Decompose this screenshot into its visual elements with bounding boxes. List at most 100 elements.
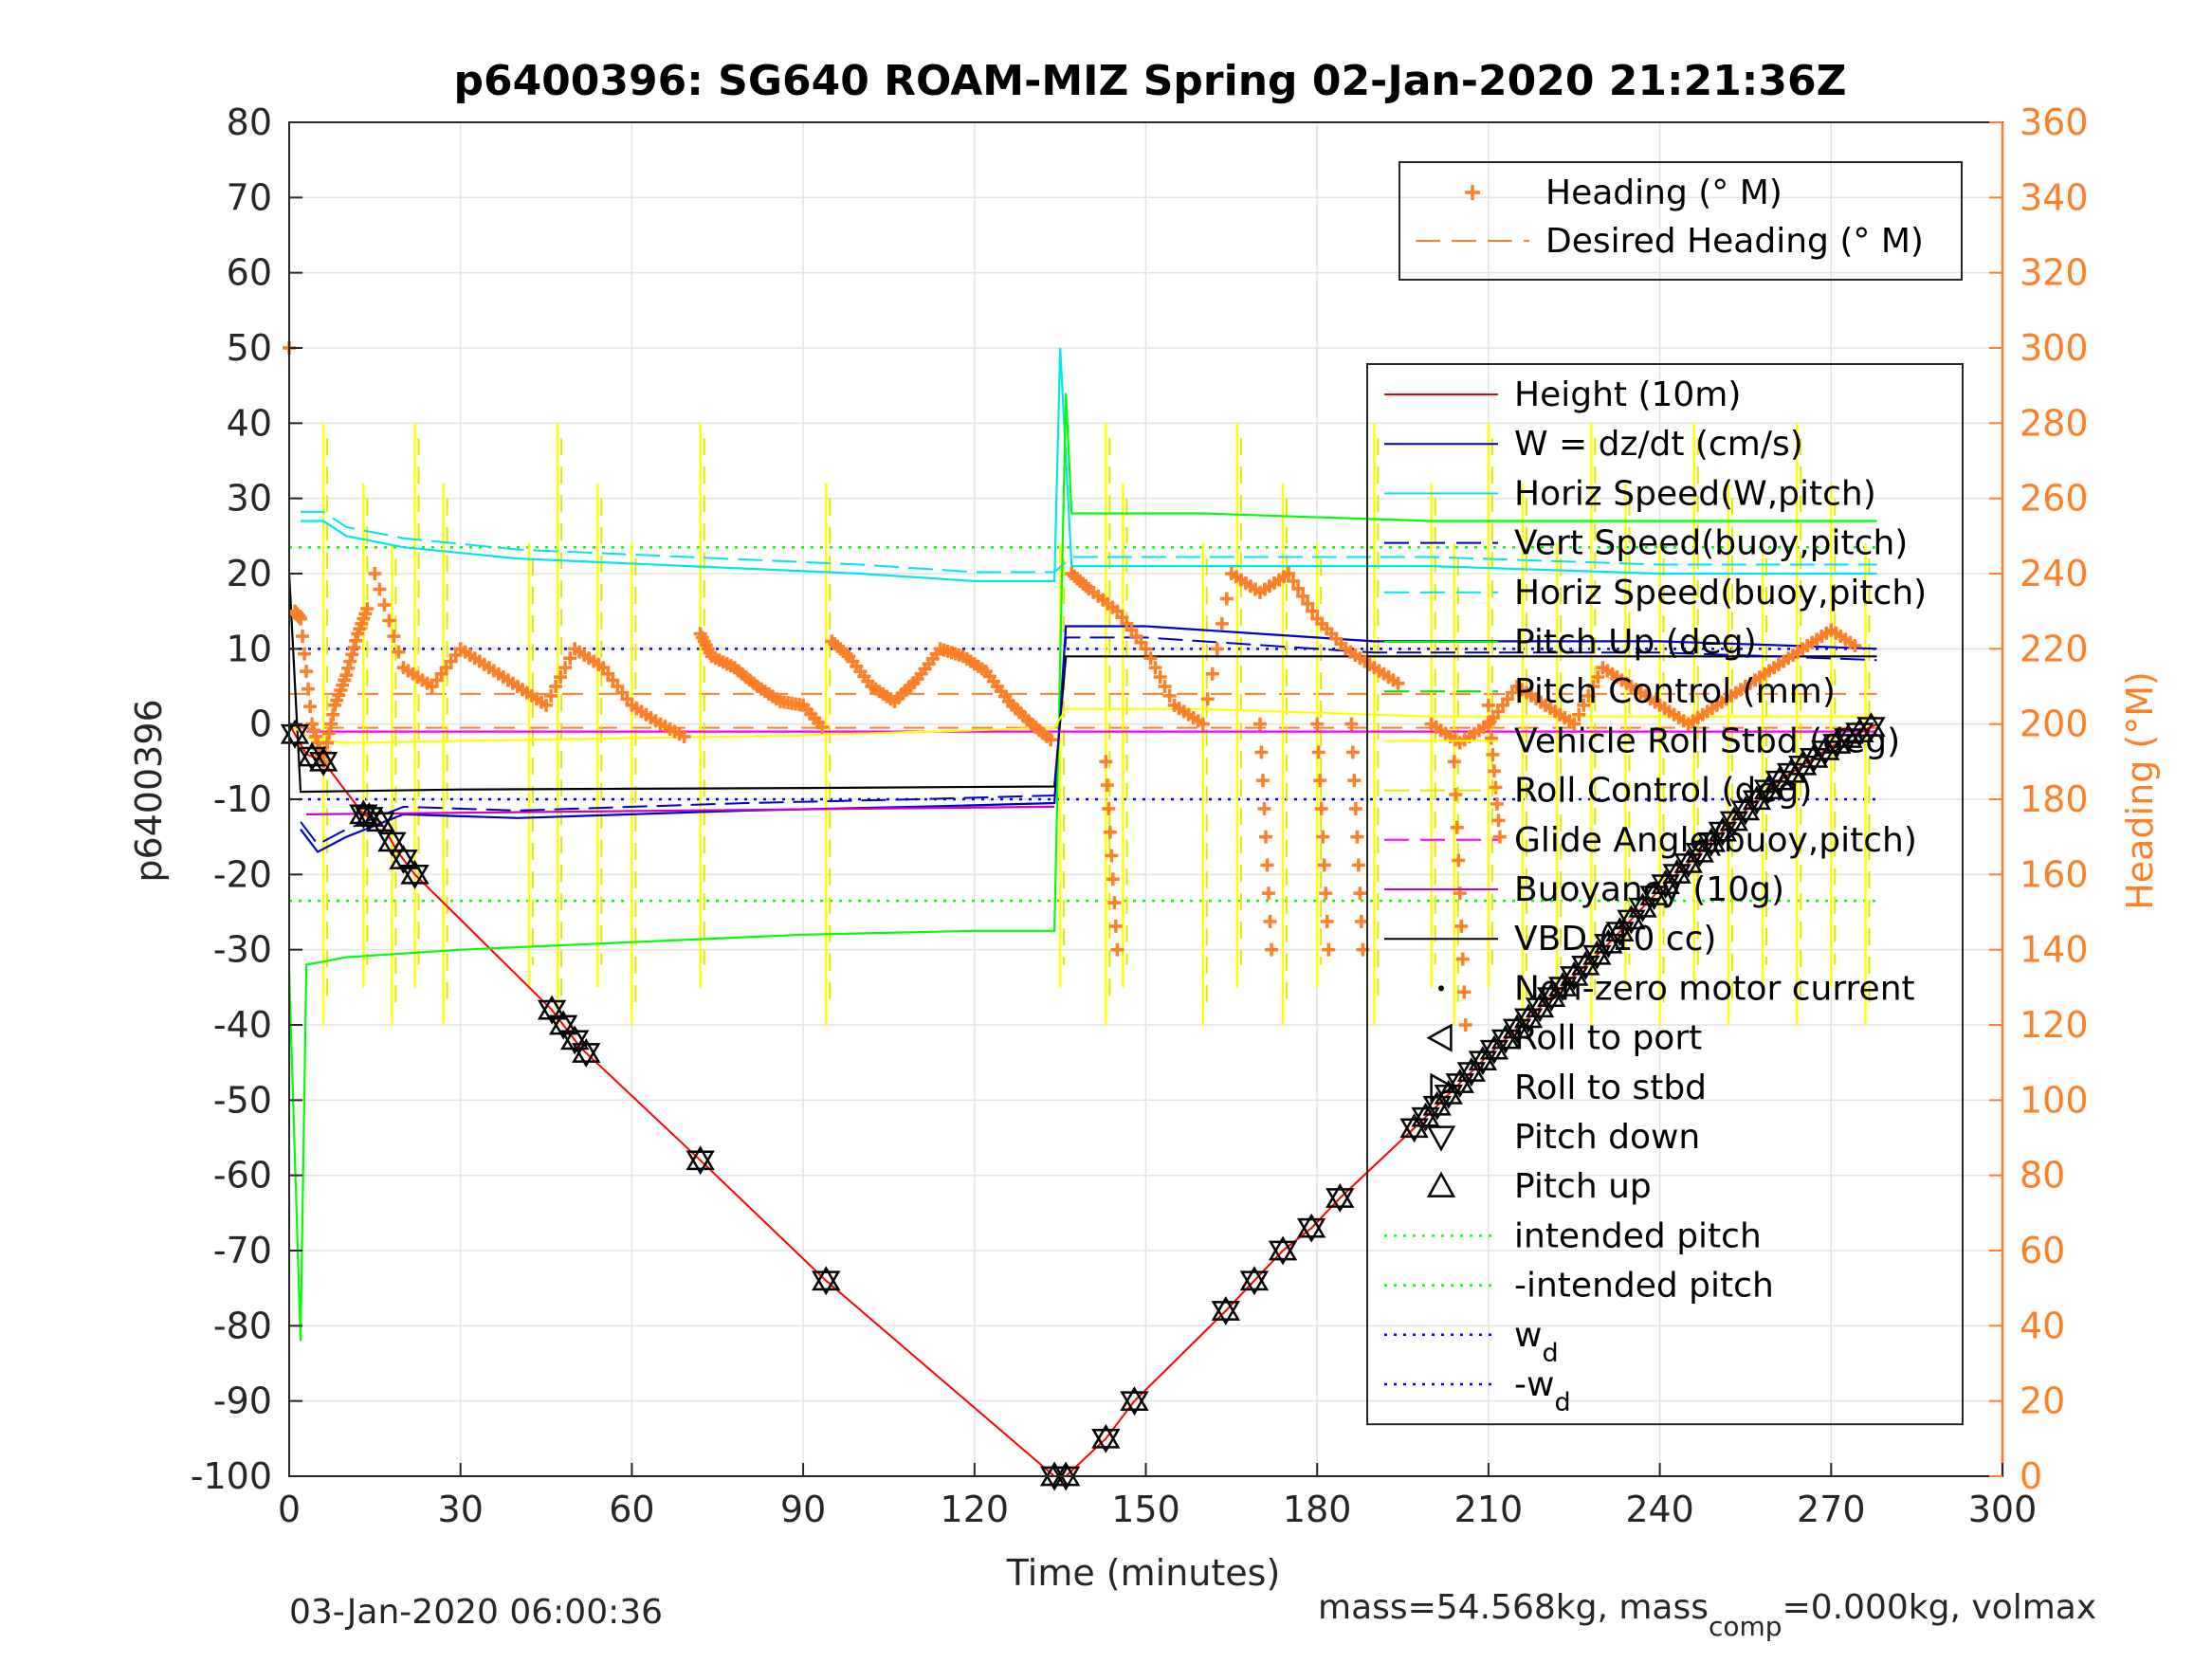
legend-swatch: [1438, 985, 1444, 992]
x-tick-label: 150: [1111, 1489, 1180, 1530]
y-tick-label: -80: [213, 1305, 272, 1346]
legend-label: Glide Angle(buoy,pitch): [1514, 821, 1917, 860]
heading-point: [1490, 796, 1504, 811]
y2-tick-label: 180: [2020, 778, 2089, 820]
motor-marker: [1211, 1296, 1241, 1325]
heading-point: [1108, 919, 1123, 933]
pitch-down-marker: [1662, 864, 1691, 889]
heading-point: [309, 729, 323, 743]
pitch-down-marker: [1536, 987, 1566, 1013]
motor-marker: [1268, 1235, 1298, 1266]
heading-point: [1449, 788, 1463, 802]
legend-label: Roll to stbd: [1514, 1069, 1707, 1107]
y2-tick-label: 340: [2020, 176, 2089, 218]
heading-point: [1316, 830, 1330, 844]
y2-tick-label: 280: [2020, 402, 2089, 444]
pitch-down-marker: [1571, 955, 1600, 980]
pitch-down-marker: [1211, 1301, 1241, 1325]
heading-point: [1044, 733, 1058, 747]
heading-point: [1143, 651, 1158, 666]
heading-point: [294, 612, 308, 626]
heading-point: [1296, 589, 1310, 603]
motor-marker: [1628, 892, 1657, 923]
pitch-down-marker: [1685, 842, 1714, 868]
pitch-up-marker: [1617, 905, 1646, 930]
heading-point: [1458, 1018, 1472, 1032]
y2-tick-label: 160: [2020, 853, 2089, 895]
legend-label: VBD (10 cc): [1514, 920, 1716, 959]
y2-tick-label: 60: [2020, 1230, 2065, 1271]
pitch-down-marker: [1730, 800, 1761, 826]
motor-marker: [308, 746, 338, 777]
motor-marker: [559, 1025, 590, 1055]
x-tick-label: 60: [609, 1489, 654, 1530]
heading-point: [1452, 853, 1466, 868]
pitch-up-marker: [297, 741, 327, 767]
heading-point: [343, 654, 357, 668]
motor-marker: [686, 1145, 715, 1176]
legend-label: Vert Speed(buoy,pitch): [1514, 524, 1908, 563]
heading-point: [324, 717, 338, 731]
pitch-up-marker: [1051, 1461, 1081, 1487]
chart-title: p6400396: SG640 ROAM-MIZ Spring 02-Jan-2…: [453, 57, 1846, 105]
y-tick-label: 80: [227, 101, 272, 143]
y-tick-label: 70: [227, 176, 272, 218]
legend-label: -intended pitch: [1514, 1267, 1774, 1306]
heading-point: [1455, 952, 1470, 966]
heading-point: [1391, 676, 1405, 690]
y-tick-label: -40: [213, 1004, 272, 1046]
pitch-down-marker: [548, 1014, 578, 1040]
y-tick-label: -100: [191, 1455, 272, 1497]
pitch-down-marker: [1456, 1062, 1487, 1087]
pitch-up-marker: [812, 1266, 841, 1291]
legend-label: intended pitch: [1514, 1216, 1762, 1255]
heading-point: [307, 723, 321, 738]
pitch-down-marker: [559, 1030, 590, 1055]
legends: Heading (° M) Desired Heading (° M) Height…: [1366, 161, 1964, 1426]
motor-marker: [1325, 1183, 1355, 1213]
heading-point: [1313, 774, 1327, 788]
pitch-down-marker: [1479, 1039, 1509, 1065]
heading-point: [377, 598, 392, 612]
pitch-down-marker: [1399, 1118, 1429, 1143]
pitch-down-marker: [1708, 821, 1738, 847]
legend-label: W = dz/dt (cm/s): [1514, 425, 1803, 464]
heading-point: [1158, 680, 1172, 693]
y2-tick-label: 0: [2020, 1455, 2042, 1497]
legend-label: wd: [1514, 1316, 1559, 1368]
x-tick-label: 30: [438, 1489, 484, 1530]
heading-point: [1491, 813, 1506, 828]
pitch-down-marker: [1651, 874, 1680, 900]
heading-point: [1257, 801, 1271, 815]
legend-heading-box: [1398, 161, 1963, 281]
pitch-down-marker: [1051, 1466, 1081, 1491]
legend-label: Pitch down: [1514, 1118, 1700, 1157]
legend-swatch: [1426, 1023, 1453, 1052]
heading-point: [305, 717, 320, 731]
pitch-down-marker: [1856, 717, 1886, 742]
pitch-down-marker: [1560, 966, 1589, 991]
footer-timestamp: 03-Jan-2020 06:00:36: [289, 1593, 663, 1632]
heading-point: [347, 641, 361, 655]
heading-point: [1306, 604, 1320, 618]
series-horiz_speed: [301, 347, 1877, 583]
series-pitch: [287, 393, 1877, 1342]
pitch-down-marker: [308, 751, 338, 777]
legend-swatch: [1426, 1125, 1456, 1152]
motor-marker: [1239, 1266, 1270, 1296]
legend-label: -wd: [1514, 1365, 1571, 1417]
motor-marker: [572, 1038, 601, 1068]
heading-point: [1317, 858, 1331, 872]
legend-swatch: [1426, 1171, 1456, 1197]
pitch-down-marker: [812, 1270, 841, 1296]
pitch-down-marker: [1719, 811, 1749, 836]
heading-point: [1311, 745, 1325, 759]
x-tick-label: 240: [1625, 1489, 1694, 1530]
heading-point: [1457, 985, 1472, 999]
heading-point: [1322, 942, 1336, 957]
y2-tick-label: 260: [2020, 478, 2089, 520]
heading-point: [1353, 886, 1367, 901]
pitch-down-marker: [1617, 909, 1646, 935]
